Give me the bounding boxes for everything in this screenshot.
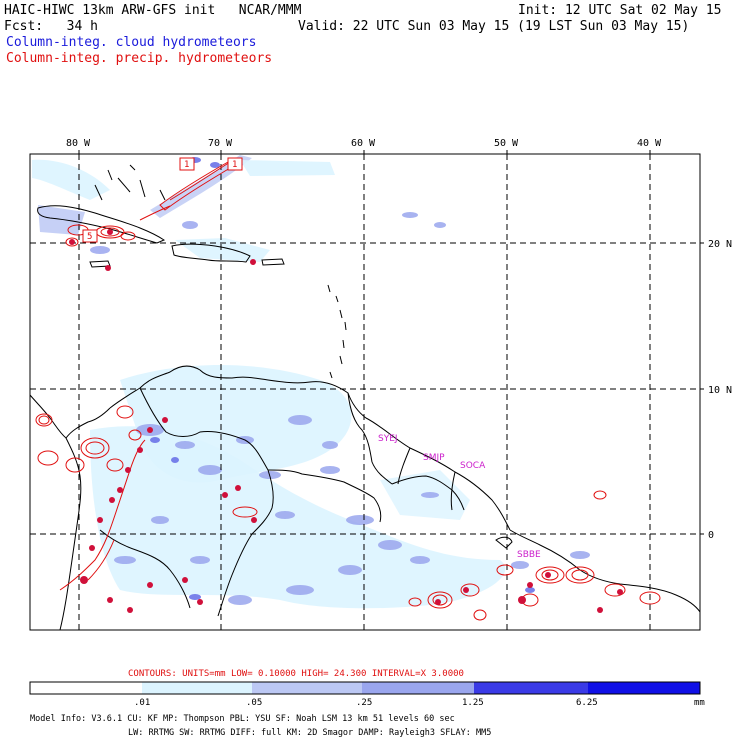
model-info-line1: Model Info: V3.6.1 CU: KF MP: Thompson P…: [30, 714, 455, 724]
lat-label-20n: 20 N: [708, 239, 732, 250]
field-cloud-label: Column-integ. cloud hydrometeors: [6, 35, 257, 50]
station-soca: SOCA: [460, 461, 486, 471]
colorbar-tick-5: 6.25: [576, 698, 598, 708]
box-label-3: 5: [87, 232, 92, 242]
colorbar: [29, 681, 701, 695]
station-sbbe: SBBE: [517, 550, 541, 560]
annotation-boxes: [82, 157, 243, 243]
box-label-1: 1: [184, 160, 189, 170]
field-precip-label: Column-integ. precip. hydrometeors: [6, 51, 273, 66]
lon-label-40w: 40 W: [637, 138, 662, 149]
colorbar-tick-4: 1.25: [462, 698, 484, 708]
colorbar-tick-1: .01: [134, 698, 150, 708]
box-label-2: 1: [232, 160, 237, 170]
lat-label-10n: 10 N: [708, 385, 732, 396]
lat-label-0: 0: [708, 530, 714, 541]
lon-label-70w: 70 W: [208, 138, 233, 149]
precip-cores: [69, 229, 623, 613]
station-syej: SYEJ: [378, 434, 398, 444]
map-frame: [29, 153, 701, 631]
model-title: HAIC-HIWC 13km ARW-GFS init NCAR/MMM: [4, 3, 302, 18]
colorbar-tick-2: .05: [246, 698, 262, 708]
coastlines: [29, 164, 701, 631]
lat-lon-grid: [30, 154, 700, 630]
init-time: Init: 12 UTC Sat 02 May 15: [518, 3, 722, 18]
colorbar-tick-3: .25: [356, 698, 372, 708]
lon-label-60w: 60 W: [351, 138, 376, 149]
contour-info: CONTOURS: UNITS=mm LOW= 0.10000 HIGH= 24…: [128, 669, 464, 679]
model-info-line2: LW: RRTMG SW: RRTMG DIFF: full KM: 2D Sm…: [128, 728, 491, 738]
colorbar-units: mm: [694, 698, 705, 708]
lon-label-80w: 80 W: [66, 138, 91, 149]
lon-label-50w: 50 W: [494, 138, 519, 149]
forecast-hour: Fcst: 34 h: [4, 19, 98, 34]
station-smjp: SMJP: [423, 453, 445, 463]
valid-time: Valid: 22 UTC Sun 03 May 15 (19 LST Sun …: [298, 19, 690, 34]
